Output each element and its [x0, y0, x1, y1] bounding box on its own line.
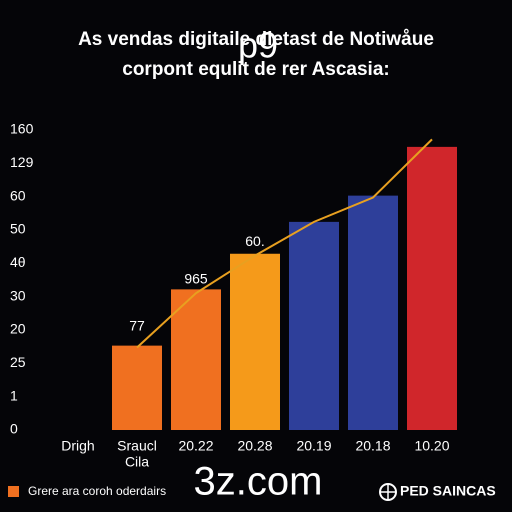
y-tick-label: 30: [10, 287, 26, 303]
y-tick-label: 1: [10, 387, 18, 403]
y-tick-label: 50: [10, 221, 26, 237]
chart-title: corpont equlit de rer Ascasia:: [122, 59, 389, 80]
x-tick-label: 20.28: [237, 438, 272, 454]
y-tick-label: 25: [10, 354, 26, 370]
x-tick-label: Drigh: [61, 438, 94, 454]
y-tick-label: 160: [10, 121, 34, 137]
x-tick-label: 20.18: [355, 438, 390, 454]
annotation: 60.: [245, 233, 264, 249]
watermark: 3z.com: [194, 460, 323, 504]
trend-line: [136, 138, 433, 349]
legend-swatch: [8, 486, 19, 497]
x-tick-label: Sraucl: [117, 438, 157, 454]
x-tick-label: 20.22: [178, 438, 213, 454]
legend-label: Grere ara coroh oderdairs: [28, 484, 166, 498]
y-tick-label: 4θ: [10, 254, 26, 270]
bar: [171, 289, 221, 430]
y-tick-label: 0: [10, 421, 18, 437]
overlay-text: p9: [238, 25, 278, 66]
x-tick-label: Cila: [125, 454, 149, 470]
bar: [348, 195, 398, 430]
y-tick-label: 129: [10, 154, 34, 170]
x-tick-label: 20.19: [296, 438, 331, 454]
bar: [289, 221, 339, 430]
y-tick-label: 20: [10, 321, 26, 337]
bar: [230, 253, 280, 430]
bar: [112, 345, 162, 430]
annotation: 77: [129, 318, 145, 334]
y-tick-label: 60: [10, 187, 26, 203]
chart-title: As vendas digitaile dietast de Notiwåue: [78, 29, 434, 50]
annotation: 965: [184, 271, 208, 287]
x-tick-label: 10.20: [414, 438, 449, 454]
bar: [407, 146, 457, 430]
logo: PED SAINCAS: [400, 483, 496, 499]
